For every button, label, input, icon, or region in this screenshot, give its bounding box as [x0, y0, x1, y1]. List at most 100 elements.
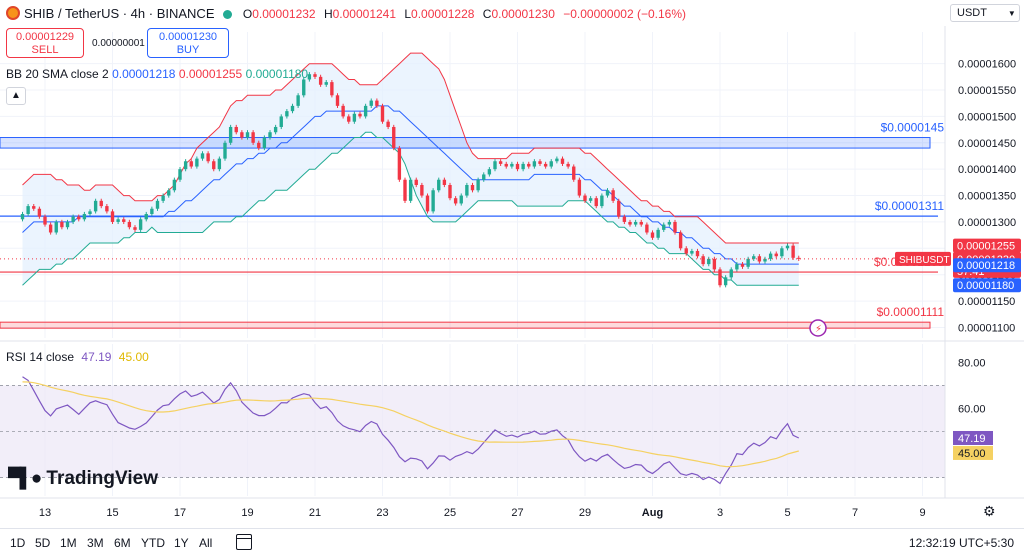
sell-label: SELL [31, 44, 59, 56]
range-1m[interactable]: 1M [60, 536, 77, 550]
candle [363, 105, 368, 117]
candle [735, 264, 739, 270]
candle [583, 195, 587, 201]
candle [110, 211, 115, 222]
candle [273, 126, 278, 133]
candle [290, 105, 295, 112]
chevron-down-icon: ▼ [1007, 9, 1016, 18]
candle [549, 161, 553, 167]
range-3m[interactable]: 3M [87, 536, 104, 550]
bb-upper-value: 0.00001255 [178, 67, 243, 81]
candle [510, 163, 514, 167]
currency-selector[interactable]: USDT ▼ [950, 4, 1020, 22]
range-1d[interactable]: 1D [10, 536, 26, 550]
candle [251, 132, 255, 143]
candle [183, 161, 188, 170]
rsi-ma-tag-label: 45.00 [958, 448, 986, 460]
candle [560, 158, 565, 164]
candle [105, 206, 109, 212]
candle [223, 142, 227, 159]
buy-price: 0.00001230 [158, 31, 218, 43]
bb-fill [22, 53, 799, 286]
rsi-tick-label: 80.00 [958, 357, 986, 369]
candle [780, 248, 784, 257]
range-1y[interactable]: 1Y [174, 536, 189, 550]
price-pane: $0.0000145$0.00001111$0.00001311$0.00001… [0, 32, 945, 338]
rsi-ma-line [22, 381, 799, 468]
candle [487, 169, 492, 175]
candle [650, 232, 655, 238]
range-all[interactable]: All [199, 536, 213, 550]
price-tick-label: 0.00001450 [958, 138, 1016, 150]
candle [200, 153, 205, 159]
candle [594, 198, 598, 207]
candle [369, 100, 373, 106]
time-tick-label: 23 [376, 507, 388, 519]
buy-button[interactable]: 0.00001230 BUY [147, 28, 229, 58]
candle [470, 185, 475, 191]
candle [324, 82, 328, 85]
candle [245, 132, 250, 138]
candle [498, 161, 503, 164]
tradingview-mark-icon: ▀▌● [8, 468, 42, 489]
price-tick-label: 0.00001400 [958, 164, 1016, 176]
rsi-name: RSI 14 close [6, 350, 75, 364]
spread-value: 0.00000001 [92, 38, 145, 49]
candle [482, 174, 486, 180]
rsi-ma-tag [953, 445, 993, 460]
candle [617, 200, 621, 217]
ohlc-high: H0.00001241 [323, 7, 397, 21]
symbol-title[interactable]: SHIB / TetherUS · 4h · BINANCE [24, 6, 215, 21]
candle [228, 126, 233, 143]
candle [20, 214, 25, 220]
candle [493, 161, 497, 170]
candle [588, 198, 593, 201]
candle [555, 158, 559, 162]
rsi-ma-value: 45.00 [118, 350, 149, 364]
candle [133, 227, 137, 230]
axis-tag-label: 0.00001180 [957, 280, 1014, 292]
candle [172, 179, 177, 191]
candle [797, 257, 801, 259]
time-tick-label: 25 [444, 507, 456, 519]
zone-1 [0, 321, 931, 329]
zone-0 [0, 137, 931, 149]
rsi-tag [953, 430, 993, 445]
price-tick-label: 0.00001350 [958, 191, 1016, 203]
axis-tag-0 [953, 238, 1021, 253]
candle [26, 206, 30, 215]
time-tick-label: Aug [642, 507, 663, 519]
candle [684, 248, 688, 254]
time-tick-label: 7 [852, 507, 858, 519]
calendar-icon[interactable] [236, 534, 252, 550]
clock: 12:32:19 UTC+5:30 [908, 536, 1014, 550]
ohlc-open: O0.00001232 [242, 7, 316, 21]
candle [707, 258, 711, 265]
candle [768, 253, 773, 259]
chart-canvas[interactable]: $0.0000145$0.00001111$0.00001311$0.00001… [0, 0, 1024, 528]
range-5d[interactable]: 5D [35, 536, 51, 550]
candle [459, 195, 463, 204]
chevron-up-icon[interactable]: ▲ [6, 87, 26, 105]
range-6m[interactable]: 6M [114, 536, 131, 550]
candle [645, 224, 649, 233]
candle [178, 169, 182, 180]
candle [150, 208, 154, 215]
candle [397, 148, 402, 180]
rsi-band [0, 385, 945, 478]
sell-button[interactable]: 0.00001229 SELL [6, 28, 84, 58]
candle [307, 74, 312, 80]
rsi-legend[interactable]: RSI 14 close 47.19 45.00 [6, 350, 149, 364]
symbol-tag [895, 251, 951, 266]
candle [330, 82, 334, 96]
axis-tag-2 [953, 258, 1021, 273]
range-ytd[interactable]: YTD [141, 536, 165, 550]
time-tick-label: 19 [241, 507, 253, 519]
rsi-pane [0, 344, 945, 496]
candle [318, 76, 323, 85]
gear-icon[interactable]: ⚙ [983, 503, 996, 519]
bb-legend[interactable]: BB 20 SMA close 2 0.00001218 0.00001255 … [6, 67, 308, 81]
axis-tag-3 [953, 278, 1021, 293]
candle [279, 116, 283, 127]
candle [77, 216, 81, 220]
